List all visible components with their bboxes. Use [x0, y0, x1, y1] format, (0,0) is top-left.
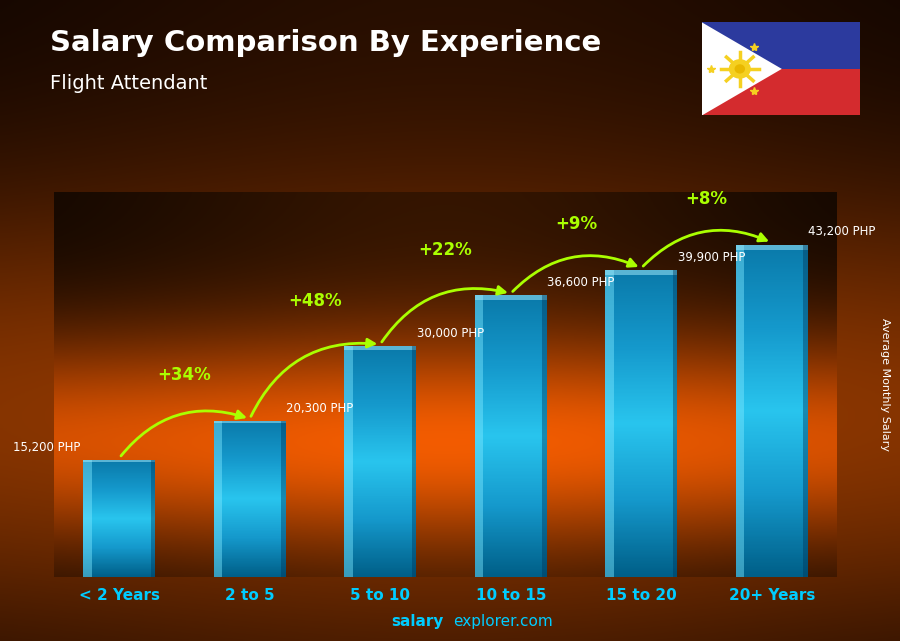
Bar	[702, 69, 860, 115]
Bar	[214, 420, 285, 577]
Circle shape	[734, 64, 745, 74]
Bar	[606, 270, 677, 274]
Text: 15,200 PHP: 15,200 PHP	[13, 441, 80, 454]
Bar	[702, 22, 860, 69]
Bar	[736, 245, 744, 577]
Text: Flight Attendant: Flight Attendant	[50, 74, 207, 93]
Bar	[345, 346, 416, 349]
Bar	[345, 346, 353, 577]
Bar	[804, 245, 807, 577]
Bar	[84, 460, 155, 577]
Text: explorer.com: explorer.com	[453, 615, 553, 629]
Bar	[736, 245, 807, 249]
Bar	[412, 346, 416, 577]
Text: +48%: +48%	[288, 292, 342, 310]
Text: 43,200 PHP: 43,200 PHP	[808, 226, 876, 238]
Text: +9%: +9%	[555, 215, 597, 233]
Bar	[606, 270, 677, 577]
Bar	[214, 420, 222, 577]
Bar	[214, 420, 285, 423]
Bar	[151, 460, 155, 577]
Polygon shape	[702, 22, 782, 115]
Bar	[84, 460, 155, 462]
Bar	[475, 296, 546, 299]
Text: 36,600 PHP: 36,600 PHP	[547, 276, 615, 289]
Bar	[673, 270, 677, 577]
Bar	[345, 346, 416, 577]
Bar	[543, 296, 546, 577]
Text: salary: salary	[392, 615, 444, 629]
Text: 20,300 PHP: 20,300 PHP	[286, 402, 354, 415]
Bar	[282, 420, 285, 577]
Text: +34%: +34%	[158, 366, 212, 384]
Circle shape	[729, 59, 751, 79]
Text: Average Monthly Salary: Average Monthly Salary	[879, 318, 890, 451]
Bar	[84, 460, 92, 577]
Text: 39,900 PHP: 39,900 PHP	[678, 251, 745, 264]
Bar	[736, 245, 807, 577]
Text: +22%: +22%	[418, 241, 472, 259]
Text: Salary Comparison By Experience: Salary Comparison By Experience	[50, 29, 601, 57]
Bar	[475, 296, 483, 577]
Bar	[475, 296, 546, 577]
Text: 30,000 PHP: 30,000 PHP	[417, 327, 484, 340]
Text: +8%: +8%	[686, 190, 727, 208]
Bar	[606, 270, 614, 577]
